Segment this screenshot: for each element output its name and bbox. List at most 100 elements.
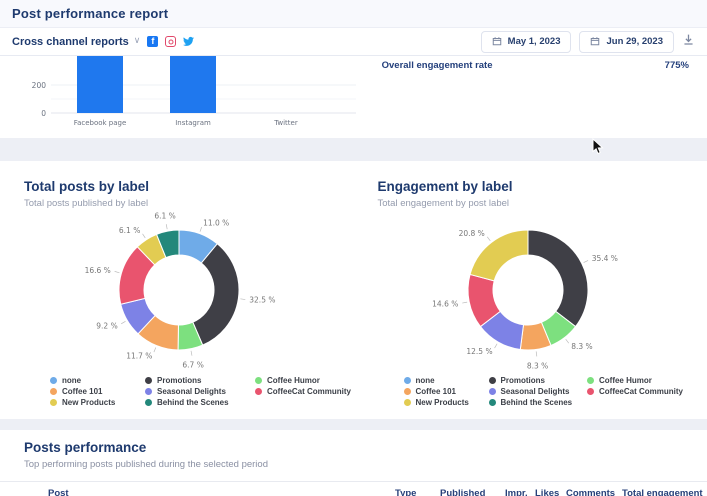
channel-overview-card: 2000Facebook pageInstagramTwitter Overal… (0, 56, 707, 138)
legend-item-none: none (50, 376, 145, 385)
stat-label: Overall engagement rate (382, 60, 493, 71)
twitter-icon[interactable] (183, 36, 194, 47)
legend-label: CoffeeCat Community (599, 387, 683, 396)
svg-text:0: 0 (41, 109, 46, 118)
page-title: Post performance report (12, 6, 168, 21)
legend-dot (50, 377, 57, 384)
engagement-donut-chart: 35.4 %8.3 %8.3 %12.5 %14.6 %20.8 % (378, 211, 707, 369)
posts-title: Posts performance (24, 440, 683, 455)
panel-title: Total posts by label (24, 179, 354, 194)
calendar-icon (590, 33, 600, 51)
report-selector[interactable]: Cross channel reports ∨ (12, 36, 140, 48)
legend-item-promotions: Promotions (145, 376, 255, 385)
legend-dot (50, 388, 57, 395)
svg-text:6.7 %: 6.7 % (182, 361, 203, 369)
facebook-icon[interactable]: f (147, 36, 158, 47)
posts-table-header: PostTypePublishedImpr.LikesCommentsTotal… (0, 485, 707, 496)
total-posts-donut-chart: 11.0 %32.5 %6.7 %11.7 %9.2 %16.6 %6.1 %6… (24, 211, 354, 369)
toolbar: Cross channel reports ∨ f May 1, 2023 Ju… (0, 28, 707, 56)
svg-text:8.3 %: 8.3 % (571, 342, 592, 351)
instagram-icon[interactable] (165, 36, 176, 47)
download-icon[interactable] (682, 33, 695, 51)
legend-label: Seasonal Delights (157, 387, 226, 396)
legend-label: Coffee 101 (416, 387, 456, 396)
svg-text:Facebook page: Facebook page (74, 119, 127, 127)
panel-title: Engagement by label (378, 179, 684, 194)
date-to-button[interactable]: Jun 29, 2023 (579, 31, 674, 53)
svg-text:11.0 %: 11.0 % (203, 219, 229, 228)
svg-text:20.8 %: 20.8 % (458, 229, 484, 238)
stat-value: 775% (665, 60, 689, 71)
legend-dot (255, 377, 262, 384)
calendar-icon (492, 33, 502, 51)
posts-performance-card: Posts performance Top performing posts p… (0, 430, 707, 496)
date-from-button[interactable]: May 1, 2023 (481, 31, 572, 53)
legend-label: New Products (416, 398, 469, 407)
chevron-down-icon: ∨ (134, 36, 141, 45)
legend-label: Promotions (501, 376, 545, 385)
report-selector-label: Cross channel reports (12, 36, 129, 48)
legend-item-none: none (404, 376, 489, 385)
legend-label: Coffee 101 (62, 387, 102, 396)
posts-subtitle: Top performing posts published during th… (24, 459, 683, 470)
legend-item-coffee-101: Coffee 101 (404, 387, 489, 396)
panel-subtitle: Total engagement by post label (378, 198, 684, 209)
column-header-post: Post (48, 488, 395, 496)
legend-label: CoffeeCat Community (267, 387, 351, 396)
legend-label: Behind the Scenes (157, 398, 229, 407)
legend-label: Coffee Humor (599, 376, 652, 385)
bar-instagram (170, 56, 216, 113)
date-from-value: May 1, 2023 (508, 36, 561, 47)
column-header-published: Published (440, 488, 505, 496)
svg-text:8.3 %: 8.3 % (526, 361, 547, 369)
legend-label: Behind the Scenes (501, 398, 573, 407)
legend-item-coffeecat-community: CoffeeCat Community (255, 387, 351, 396)
legend-label: Coffee Humor (267, 376, 320, 385)
legend-label: Promotions (157, 376, 201, 385)
legend-dot (50, 399, 57, 406)
svg-text:6.1 %: 6.1 % (154, 211, 175, 220)
channels-bar-chart: 2000Facebook pageInstagramTwitter (6, 56, 366, 130)
legend-label: none (62, 376, 81, 385)
legend-dot (404, 388, 411, 395)
engagement-panel: Engagement by label Total engagement by … (354, 179, 684, 419)
column-header-impr: Impr. (505, 488, 535, 496)
column-header-type: Type (395, 488, 440, 496)
svg-text:32.5 %: 32.5 % (249, 296, 275, 305)
legend-item-seasonal-delights: Seasonal Delights (489, 387, 587, 396)
legend-item-coffee-humor: Coffee Humor (587, 376, 683, 385)
bar-facebook-page (77, 56, 123, 113)
label-charts-card: Total posts by label Total posts publish… (0, 161, 707, 419)
legend-item-behind-the-scenes: Behind the Scenes (489, 398, 587, 407)
donut-segment-promotions (528, 230, 588, 327)
legend-dot (145, 377, 152, 384)
legend-item-seasonal-delights: Seasonal Delights (145, 387, 255, 396)
legend-dot (255, 388, 262, 395)
panel-subtitle: Total posts published by label (24, 198, 354, 209)
overall-engagement-rate-row: Overall engagement rate 775% (382, 60, 689, 71)
date-to-value: Jun 29, 2023 (606, 36, 663, 47)
legend-item-behind-the-scenes: Behind the Scenes (145, 398, 255, 407)
svg-text:200: 200 (32, 81, 47, 90)
svg-text:12.5 %: 12.5 % (466, 347, 492, 356)
legend-item-coffee-101: Coffee 101 (50, 387, 145, 396)
svg-text:11.7 %: 11.7 % (126, 351, 152, 360)
chart-legend: none Coffee 101 New Products Promotions Seas… (50, 376, 354, 407)
legend-item-coffeecat-community: CoffeeCat Community (587, 387, 683, 396)
legend-item-new-products: New Products (404, 398, 489, 407)
svg-text:35.4 %: 35.4 % (591, 254, 617, 263)
column-header-likes: Likes (535, 488, 566, 496)
legend-dot (145, 399, 152, 406)
legend-item-coffee-humor: Coffee Humor (255, 376, 351, 385)
legend-label: New Products (62, 398, 115, 407)
svg-text:Instagram: Instagram (175, 119, 211, 127)
app-header: Post performance report (0, 0, 707, 28)
column-header-comments: Comments (566, 488, 622, 496)
legend-label: Seasonal Delights (501, 387, 570, 396)
legend-item-promotions: Promotions (489, 376, 587, 385)
chart-legend: none Coffee 101 New Products Promotions Seas… (404, 376, 684, 407)
divider (0, 481, 707, 482)
legend-dot (489, 399, 496, 406)
legend-dot (489, 377, 496, 384)
svg-text:6.1 %: 6.1 % (119, 226, 140, 235)
